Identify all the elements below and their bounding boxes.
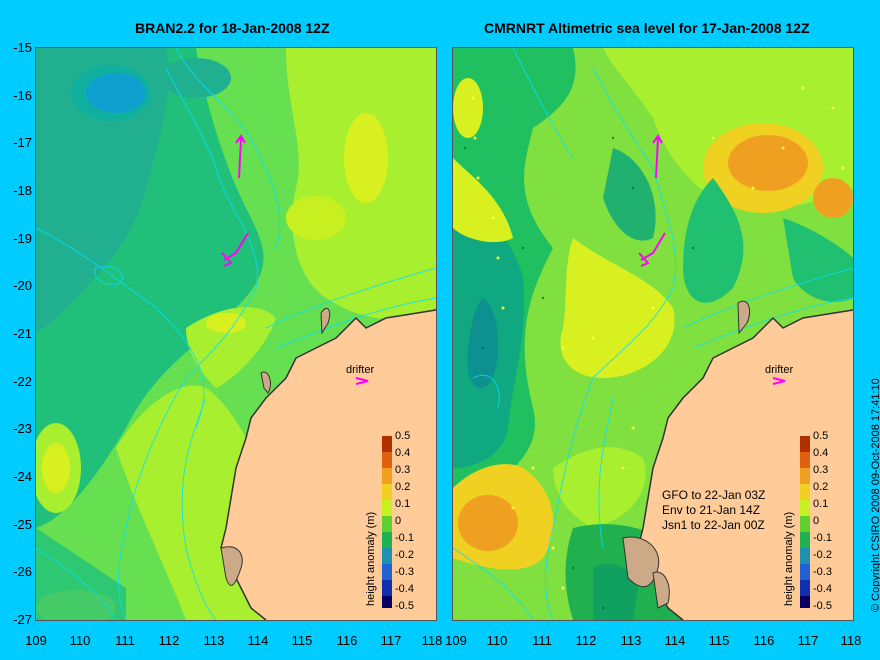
colorbar-gradient bbox=[382, 436, 392, 608]
colorbar-label: 0.1 bbox=[395, 498, 411, 510]
colorbar-label: 0.3 bbox=[813, 464, 829, 476]
x-tick-label: 110 bbox=[486, 633, 508, 648]
y-tick-label: -26 bbox=[13, 564, 32, 579]
colorbar-swatch bbox=[800, 468, 810, 484]
colorbar-label: 0.4 bbox=[395, 447, 411, 459]
x-tick-label: 111 bbox=[115, 633, 135, 648]
x-tick-label: 118 bbox=[421, 633, 443, 648]
colorbar-label: 0.4 bbox=[813, 447, 829, 459]
right-colorbar-title: height anomaly (m) bbox=[783, 511, 795, 606]
x-tick-label: 112 bbox=[158, 633, 180, 648]
y-tick-label: -27 bbox=[13, 612, 32, 627]
left-panel-title: BRAN2.2 for 18-Jan-2008 12Z bbox=[135, 20, 330, 36]
colorbar-swatch bbox=[382, 468, 392, 484]
right-drifter-label: drifter bbox=[765, 364, 794, 376]
note-line: GFO to 22-Jan 03Z bbox=[662, 488, 766, 502]
right-colorbar bbox=[800, 436, 810, 608]
colorbar-swatch bbox=[382, 500, 392, 516]
y-tick-label: -22 bbox=[13, 374, 32, 389]
y-tick-label: -24 bbox=[13, 469, 32, 484]
colorbar-label: -0.4 bbox=[813, 583, 832, 595]
colorbar-swatch bbox=[382, 596, 392, 608]
colorbar-gradient bbox=[800, 436, 810, 608]
colorbar-label: -0.3 bbox=[813, 566, 832, 578]
colorbar-swatch bbox=[800, 436, 810, 452]
colorbar-label: -0.1 bbox=[395, 532, 414, 544]
right-map-svg bbox=[453, 48, 853, 620]
colorbar-swatch bbox=[382, 516, 392, 532]
x-tick-label: 111 bbox=[532, 633, 552, 648]
x-tick-label: 114 bbox=[664, 633, 686, 648]
colorbar-label: -0.5 bbox=[395, 600, 414, 612]
colorbar-label: -0.1 bbox=[813, 532, 832, 544]
colorbar-swatch bbox=[382, 452, 392, 468]
right-map-panel bbox=[452, 47, 854, 621]
y-tick-label: -17 bbox=[13, 135, 32, 150]
x-tick-label: 114 bbox=[247, 633, 269, 648]
x-tick-label: 115 bbox=[291, 633, 313, 648]
colorbar-label: -0.3 bbox=[395, 566, 414, 578]
colorbar-label: 0.2 bbox=[395, 481, 411, 493]
colorbar-swatch bbox=[382, 548, 392, 564]
colorbar-label: 0 bbox=[813, 515, 820, 527]
colorbar-label: 0.1 bbox=[813, 498, 829, 510]
colorbar-label: 0 bbox=[395, 515, 402, 527]
colorbar-swatch bbox=[800, 452, 810, 468]
left-drifter-label: drifter bbox=[346, 364, 375, 376]
x-tick-label: 118 bbox=[840, 633, 862, 648]
colorbar-swatch bbox=[800, 484, 810, 500]
colorbar-label: -0.4 bbox=[395, 583, 414, 595]
left-colorbar-title: height anomaly (m) bbox=[365, 511, 377, 606]
satellite-notes: GFO to 22-Jan 03Z Env to 21-Jan 14Z Jsn1… bbox=[662, 488, 765, 533]
colorbar-label: 0.3 bbox=[395, 464, 411, 476]
colorbar-swatch bbox=[382, 564, 392, 580]
y-tick-label: -25 bbox=[13, 517, 32, 532]
x-tick-label: 117 bbox=[797, 633, 819, 648]
y-tick-label: -18 bbox=[13, 183, 32, 198]
x-tick-label: 117 bbox=[380, 633, 402, 648]
colorbar-label: 0.5 bbox=[813, 430, 829, 442]
y-tick-label: -20 bbox=[13, 278, 32, 293]
colorbar-swatch bbox=[800, 580, 810, 596]
x-tick-label: 116 bbox=[753, 633, 775, 648]
note-line: Jsn1 to 22-Jan 00Z bbox=[662, 518, 765, 532]
x-tick-label: 109 bbox=[445, 633, 467, 648]
colorbar-swatch bbox=[800, 564, 810, 580]
right-panel-title: CMRNRT Altimetric sea level for 17-Jan-2… bbox=[484, 20, 810, 36]
colorbar-swatch bbox=[382, 484, 392, 500]
x-tick-label: 110 bbox=[69, 633, 91, 648]
y-tick-label: -21 bbox=[13, 326, 32, 341]
colorbar-swatch bbox=[382, 580, 392, 596]
left-colorbar bbox=[382, 436, 392, 608]
colorbar-label: 0.2 bbox=[813, 481, 829, 493]
colorbar-swatch bbox=[382, 436, 392, 452]
y-tick-label: -19 bbox=[13, 231, 32, 246]
x-tick-label: 112 bbox=[575, 633, 597, 648]
colorbar-swatch bbox=[800, 596, 810, 608]
colorbar-label: -0.5 bbox=[813, 600, 832, 612]
x-tick-label: 113 bbox=[620, 633, 642, 648]
colorbar-swatch bbox=[800, 532, 810, 548]
colorbar-label: 0.5 bbox=[395, 430, 411, 442]
colorbar-swatch bbox=[800, 548, 810, 564]
x-tick-label: 109 bbox=[25, 633, 47, 648]
copyright-text: © Copyright CSIRO 2008 09-Oct-2008 17:41… bbox=[870, 378, 880, 612]
colorbar-label: -0.2 bbox=[813, 549, 832, 561]
colorbar-swatch bbox=[382, 532, 392, 548]
colorbar-swatch bbox=[800, 500, 810, 516]
colorbar-swatch bbox=[800, 516, 810, 532]
y-tick-label: -23 bbox=[13, 421, 32, 436]
y-tick-label: -16 bbox=[13, 88, 32, 103]
x-tick-label: 113 bbox=[203, 633, 225, 648]
x-tick-label: 115 bbox=[708, 633, 730, 648]
colorbar-label: -0.2 bbox=[395, 549, 414, 561]
y-tick-label: -15 bbox=[13, 40, 32, 55]
note-line: Env to 21-Jan 14Z bbox=[662, 503, 761, 517]
x-tick-label: 116 bbox=[336, 633, 358, 648]
